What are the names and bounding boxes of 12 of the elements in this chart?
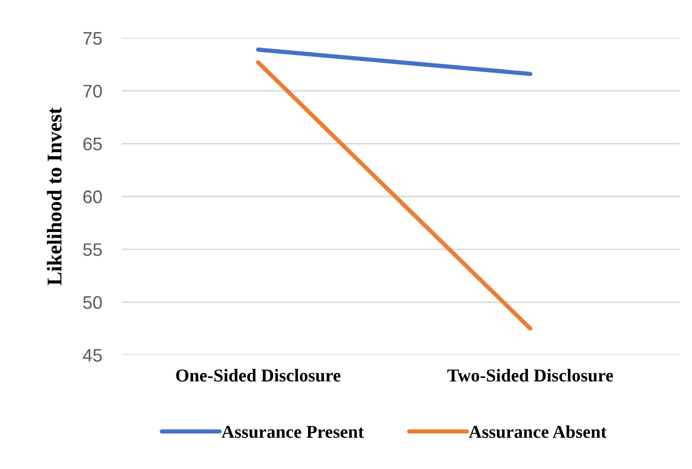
legend-label: Assurance Absent bbox=[468, 425, 607, 438]
y-tick-label: 55 bbox=[83, 243, 102, 256]
x-tick-label: Two-Sided Disclosure bbox=[447, 368, 614, 382]
y-tick-label: 60 bbox=[83, 190, 102, 204]
y-axis-title: Likelihood to Invest bbox=[46, 107, 62, 286]
y-tick-label: 70 bbox=[83, 84, 102, 98]
legend-label: Assurance Present bbox=[222, 426, 364, 438]
y-tick-label: 75 bbox=[83, 32, 102, 45]
y-tick-label: 65 bbox=[83, 138, 102, 150]
y-tick-label: 50 bbox=[83, 296, 102, 309]
y-tick-label: 45 bbox=[82, 349, 102, 362]
x-tick-label: One-Sided Disclosure bbox=[176, 368, 340, 382]
